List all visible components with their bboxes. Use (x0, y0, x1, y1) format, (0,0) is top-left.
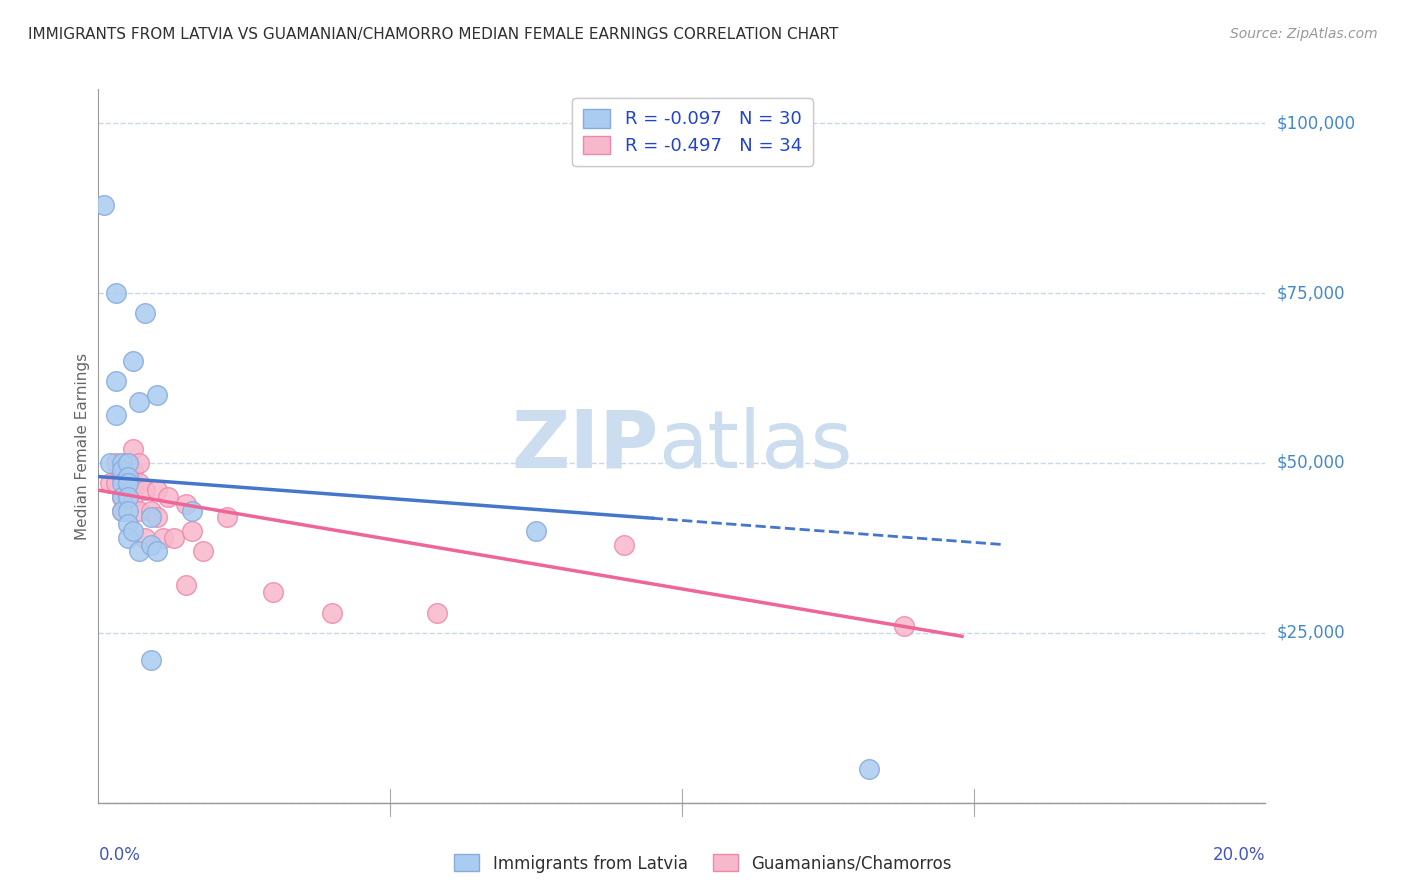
Point (104, 375, 127, 389)
Text: 0.0%: 0.0% (98, 846, 141, 863)
Text: $25,000: $25,000 (1277, 624, 1346, 642)
Point (104, 286, 127, 301)
Point (152, 531, 174, 545)
Point (117, 490, 139, 504)
Point (157, 490, 180, 504)
Point (128, 544, 150, 558)
Point (111, 469, 134, 483)
Point (122, 354, 145, 368)
Point (117, 469, 139, 483)
Point (174, 497, 197, 511)
Point (93, 198, 115, 212)
Point (139, 503, 162, 517)
Point (215, 510, 238, 524)
Text: 20.0%: 20.0% (1213, 846, 1265, 863)
Point (180, 503, 202, 517)
Point (98, 456, 121, 470)
Point (122, 524, 145, 538)
Text: IMMIGRANTS FROM LATVIA VS GUAMANIAN/CHAMORRO MEDIAN FEMALE EARNINGS CORRELATION : IMMIGRANTS FROM LATVIA VS GUAMANIAN/CHAM… (28, 27, 838, 42)
Point (117, 476, 139, 491)
Point (612, 537, 634, 551)
Text: $50,000: $50,000 (1277, 454, 1346, 472)
Point (174, 578, 197, 592)
Point (128, 456, 150, 470)
Point (111, 503, 134, 517)
Legend: R = -0.097   N = 30, R = -0.497   N = 34: R = -0.097 N = 30, R = -0.497 N = 34 (572, 98, 813, 166)
Point (117, 476, 139, 491)
Point (858, 762, 880, 776)
Point (146, 388, 169, 402)
Point (128, 394, 150, 409)
Point (146, 544, 169, 558)
Point (146, 510, 169, 524)
Text: Source: ZipAtlas.com: Source: ZipAtlas.com (1230, 27, 1378, 41)
Point (122, 476, 145, 491)
Point (134, 483, 156, 498)
Point (524, 524, 547, 538)
Point (262, 585, 284, 599)
Point (117, 531, 139, 545)
Point (163, 531, 186, 545)
Point (146, 483, 169, 498)
Text: atlas: atlas (658, 407, 853, 485)
Point (139, 653, 162, 667)
Point (122, 463, 145, 477)
Point (122, 490, 145, 504)
Point (134, 306, 156, 320)
Point (180, 524, 202, 538)
Point (117, 517, 139, 532)
Text: $100,000: $100,000 (1277, 114, 1357, 132)
Point (104, 409, 127, 423)
Text: $75,000: $75,000 (1277, 284, 1346, 302)
Point (117, 490, 139, 504)
Point (111, 456, 134, 470)
Point (111, 463, 134, 477)
Point (128, 503, 150, 517)
Point (139, 537, 162, 551)
Point (122, 442, 145, 457)
Point (321, 606, 343, 620)
Point (117, 456, 139, 470)
Point (117, 503, 139, 517)
Point (139, 510, 162, 524)
Point (104, 456, 127, 470)
Point (128, 476, 150, 491)
Point (98, 476, 121, 491)
Point (134, 531, 156, 545)
Point (426, 606, 449, 620)
Point (111, 490, 134, 504)
Point (111, 476, 134, 491)
Point (193, 544, 215, 558)
Point (893, 619, 915, 633)
Legend: Immigrants from Latvia, Guamanians/Chamorros: Immigrants from Latvia, Guamanians/Chamo… (447, 847, 959, 880)
Point (111, 490, 134, 504)
Text: ZIP: ZIP (512, 407, 658, 485)
Point (111, 503, 134, 517)
Y-axis label: Median Female Earnings: Median Female Earnings (75, 352, 90, 540)
Point (104, 476, 127, 491)
Point (117, 456, 139, 470)
